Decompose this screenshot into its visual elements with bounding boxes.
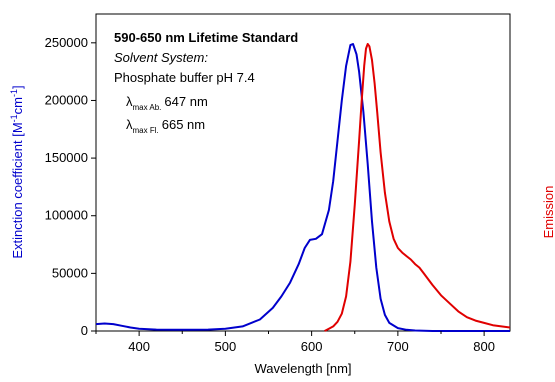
series-layer <box>95 43 511 332</box>
y-tick-label: 0 <box>81 323 88 338</box>
solvent-label: Solvent System: <box>114 50 208 65</box>
lambda-symbol: λ <box>126 94 133 109</box>
x-tick-label: 800 <box>473 339 495 354</box>
y-axis: 0 50000 100000 150000 200000 250000 <box>45 35 96 338</box>
chart-title: 590-650 nm Lifetime Standard <box>114 30 298 45</box>
abs-value: 647 nm <box>164 94 207 109</box>
abs-subscript: max Ab. <box>133 103 162 112</box>
absorbance-line <box>95 43 510 332</box>
fl-value: 665 nm <box>162 117 205 132</box>
y-tick-label: 150000 <box>45 150 88 165</box>
lambda-max-absorbance: λmax Ab. 647 nm <box>126 94 208 112</box>
x-axis-label: Wavelength [nm] <box>254 361 351 376</box>
lambda-max-fluorescence: λmax Fl. 665 nm <box>126 117 205 135</box>
y-tick-label: 50000 <box>52 265 88 280</box>
y-axis-label: Extinction coefficient [M-1cm-1] <box>9 85 25 258</box>
x-axis: 400 500 600 700 800 <box>95 331 495 354</box>
emission-line <box>324 43 511 332</box>
plot-frame <box>95 13 511 332</box>
x-tick-label: 500 <box>215 339 237 354</box>
solvent-value: Phosphate buffer pH 7.4 <box>114 70 255 85</box>
fl-subscript: max Fl. <box>133 126 159 135</box>
lambda-symbol: λ <box>126 117 133 132</box>
y-tick-label: 200000 <box>45 92 88 107</box>
x-tick-label: 700 <box>387 339 409 354</box>
y2-axis-label: Emission <box>541 186 555 239</box>
x-tick-label: 400 <box>128 339 150 354</box>
x-tick-label: 600 <box>301 339 323 354</box>
y-tick-label: 100000 <box>45 208 88 223</box>
y-tick-label: 250000 <box>45 35 88 50</box>
